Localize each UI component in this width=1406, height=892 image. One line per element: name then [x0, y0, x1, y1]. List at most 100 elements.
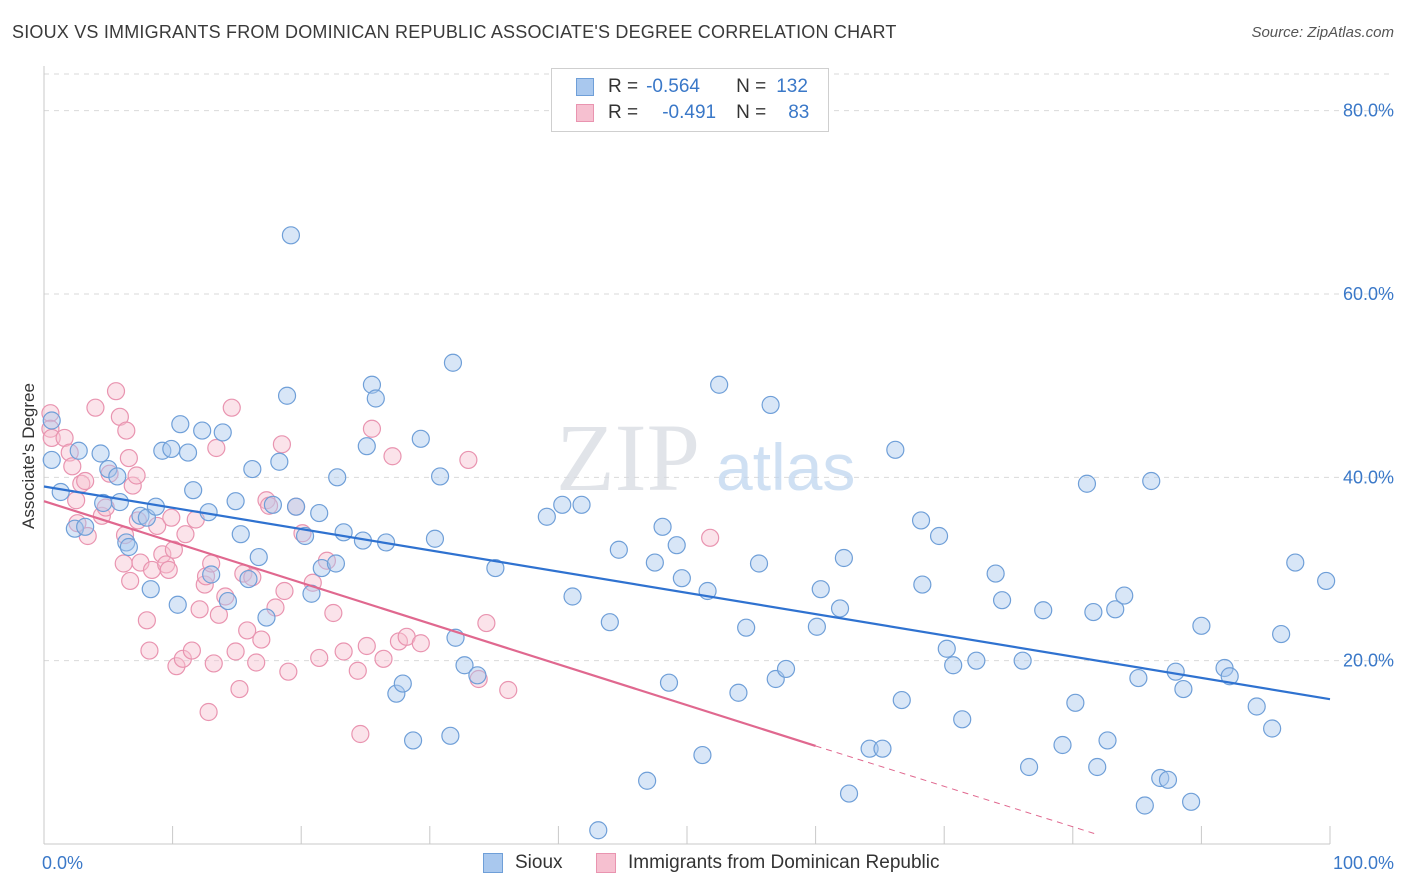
series-sioux-points	[42, 226, 1336, 840]
sioux-point	[737, 618, 756, 637]
sioux-point	[638, 771, 657, 790]
sioux-point	[645, 553, 664, 572]
y-tick-label: 20.0%	[1343, 651, 1394, 671]
x-tick-label: 100.0%	[1333, 853, 1394, 873]
sioux-point	[967, 651, 986, 670]
sioux-point	[310, 503, 329, 523]
dominican-point	[67, 491, 86, 510]
sioux-point	[231, 525, 250, 544]
dominican-point	[162, 508, 181, 527]
legend-n-label: N =	[736, 76, 767, 97]
sioux-point	[51, 482, 70, 502]
dominican-point	[279, 662, 298, 681]
sioux-point	[312, 558, 331, 578]
sioux-point	[226, 492, 245, 511]
dominican-swatch	[576, 104, 594, 122]
sioux-point	[776, 659, 796, 679]
y-tick-label: 60.0%	[1343, 284, 1394, 304]
legend-item-sioux[interactable]: Sioux	[483, 852, 563, 874]
dominican-point	[334, 642, 353, 661]
watermark-zip: ZIP	[556, 404, 700, 511]
tick-labels: 20.0% 40.0% 60.0% 80.0% 0.0% 100.0%	[42, 101, 1394, 873]
dominican-point	[41, 404, 60, 423]
sioux-point	[168, 595, 187, 614]
sioux-point	[729, 683, 748, 702]
sioux-point	[42, 411, 61, 430]
sioux-point	[830, 599, 850, 618]
dominican-point	[499, 680, 518, 700]
sioux-point	[162, 439, 181, 459]
sioux-point	[393, 674, 412, 693]
sioux-point	[600, 613, 619, 632]
sioux-point	[270, 452, 289, 471]
sioux-point	[913, 575, 932, 594]
sioux-point	[334, 523, 353, 542]
watermark: ZIP atlas	[556, 404, 855, 511]
sioux-point	[153, 441, 172, 460]
dominican-point	[159, 560, 178, 580]
sioux-point	[239, 569, 258, 589]
trend-lines	[43, 485, 1331, 836]
sioux-point	[659, 673, 679, 692]
sioux-point	[366, 389, 385, 408]
sioux-point	[761, 395, 780, 415]
dominican-point	[310, 648, 329, 668]
dominican-point	[207, 438, 226, 458]
dominican-point	[459, 450, 478, 470]
dominican-point	[176, 525, 195, 544]
sioux-point	[1077, 474, 1097, 493]
sioux-point	[1142, 471, 1161, 491]
sioux-point	[1106, 600, 1125, 619]
legend-label-sioux: Sioux	[515, 852, 563, 873]
sioux-point	[1129, 668, 1148, 688]
sioux-point	[295, 526, 315, 546]
legend-item-dominican[interactable]: Immigrants from Dominican Republic	[596, 852, 940, 874]
sioux-point	[1158, 770, 1178, 789]
dominican-point	[477, 613, 496, 633]
sioux-point	[992, 591, 1012, 610]
sioux-point	[944, 656, 963, 675]
sioux-point	[425, 529, 445, 548]
x-tick-label: 0.0%	[42, 853, 83, 873]
sioux-point	[1192, 616, 1211, 635]
sioux-point	[1013, 651, 1032, 670]
dominican-point	[123, 476, 142, 495]
sioux-point	[1263, 719, 1282, 738]
sioux-point	[403, 731, 423, 750]
sioux-point	[672, 569, 691, 588]
sioux-point	[1182, 792, 1201, 811]
dominican-point	[167, 657, 186, 676]
dominican-point	[117, 421, 136, 440]
sioux-point	[486, 558, 505, 578]
dominican-point	[204, 654, 223, 673]
sioux-point	[886, 440, 905, 459]
dominican-point	[119, 448, 138, 468]
sioux-point	[1066, 693, 1085, 712]
dominican-point	[362, 419, 382, 438]
y-tick-label: 80.0%	[1343, 101, 1394, 121]
sioux-point	[430, 467, 450, 486]
sioux-point	[326, 554, 346, 573]
sioux-point	[1135, 796, 1154, 815]
legend-label-dominican: Immigrants from Dominican Republic	[628, 852, 940, 873]
sioux-point	[911, 511, 931, 530]
dominican-point	[348, 661, 367, 680]
dominican-point	[60, 443, 79, 462]
sioux-point	[119, 537, 138, 557]
legend-n-label: N =	[736, 102, 767, 123]
sioux-point	[1220, 667, 1239, 686]
sioux-point	[589, 821, 608, 840]
sioux-point	[91, 444, 110, 463]
dominican-point	[153, 545, 172, 564]
sioux-point	[553, 495, 572, 514]
sioux-point	[69, 441, 88, 460]
legend-row-dominican: R = -0.491 N = 83	[576, 101, 809, 125]
y-axis-label: Associate's Degree	[19, 383, 38, 529]
sioux-point	[218, 591, 237, 611]
sioux-point	[537, 507, 556, 526]
sioux-point	[171, 415, 190, 434]
watermark-atlas: atlas	[716, 430, 855, 504]
dominican-point	[272, 435, 292, 454]
dominican-point	[127, 466, 146, 485]
sioux-swatch	[483, 853, 503, 873]
